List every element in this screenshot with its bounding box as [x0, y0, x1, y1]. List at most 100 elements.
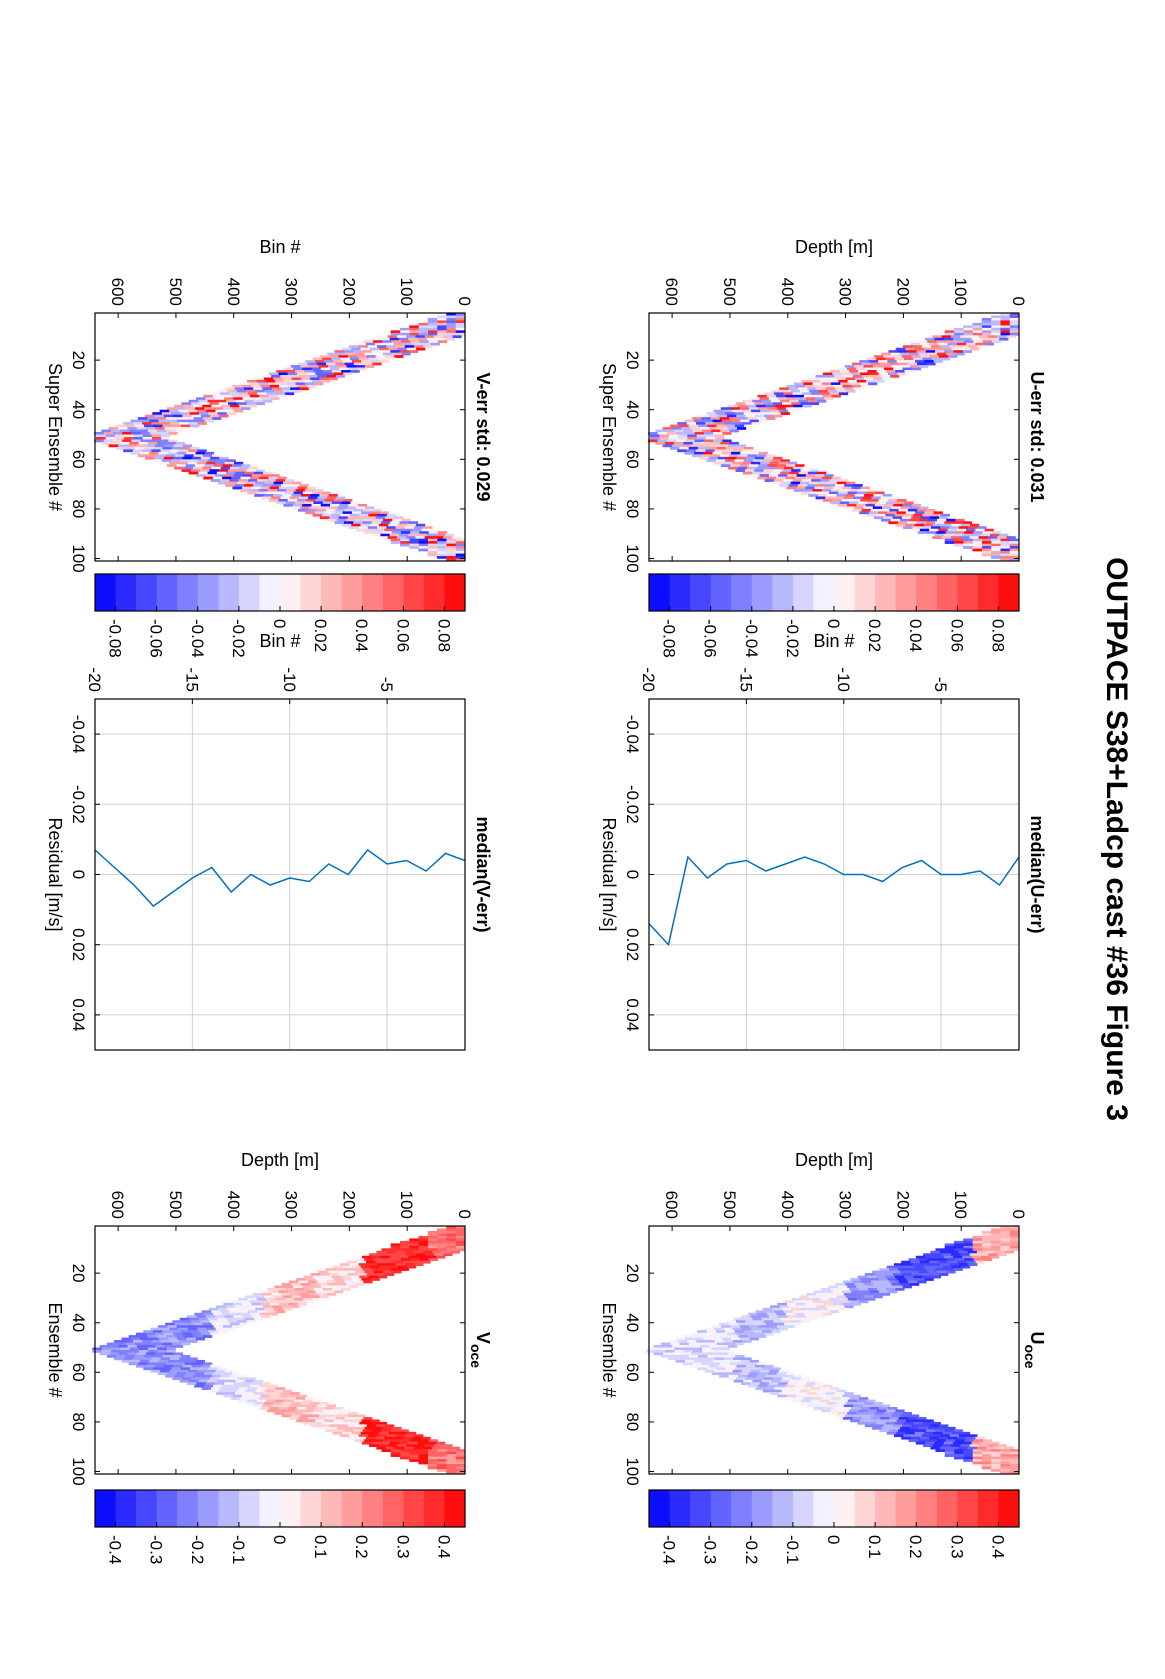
heatmap-cell: [436, 1469, 447, 1472]
heatmap-cell: [894, 1275, 905, 1279]
heatmap-cell: [695, 422, 706, 425]
heatmap-cell: [660, 1342, 671, 1346]
heatmap-cell: [225, 484, 235, 487]
heatmap-cell: [926, 362, 936, 366]
heatmap-cell: [319, 355, 330, 358]
heatmap-cell: [858, 489, 869, 492]
heatmap-cell: [159, 1327, 170, 1331]
heatmap-cell: [287, 384, 298, 388]
heatmap-cell: [170, 412, 181, 415]
heatmap-cell: [384, 1436, 394, 1440]
heatmap-cell: [346, 365, 356, 368]
heatmap-cell: [409, 1243, 419, 1247]
heatmap-cell: [285, 1409, 296, 1413]
heatmap-cell: [728, 417, 739, 420]
y-tick-label: 600: [662, 278, 681, 306]
heatmap-cell: [348, 1285, 358, 1289]
heatmap-cell: [313, 501, 323, 505]
heatmap-cell: [151, 1340, 161, 1343]
heatmap-cell: [754, 1332, 765, 1336]
heatmap-cell: [311, 1297, 322, 1301]
heatmap-cell: [329, 367, 340, 371]
heatmap-cell: [734, 1330, 744, 1333]
heatmap-cell: [218, 1320, 229, 1324]
heatmap-cell: [809, 1389, 819, 1393]
heatmap-cell: [218, 469, 229, 473]
heatmap-cell: [437, 340, 448, 344]
heatmap-cell: [370, 337, 381, 341]
heatmap-cell: [317, 1292, 327, 1296]
heatmap-cell: [312, 1275, 323, 1279]
heatmap-cell: [427, 543, 438, 547]
heatmap-cell: [282, 1389, 293, 1393]
heatmap-cell: [364, 352, 374, 356]
heatmap-cell: [336, 506, 347, 510]
heatmap-cell: [192, 404, 203, 408]
heatmap-cell: [863, 1402, 874, 1405]
heatmap-cell: [785, 1384, 795, 1388]
heatmap-cell: [883, 1412, 894, 1415]
heatmap-cell: [363, 531, 374, 535]
heatmap-cell: [232, 486, 243, 490]
heatmap-cell: [254, 377, 264, 381]
heatmap-cell: [271, 1404, 281, 1408]
heatmap-cell: [221, 394, 232, 398]
heatmap-cell: [962, 1441, 972, 1445]
heatmap-cell: [912, 357, 923, 361]
heatmap-cell: [200, 1332, 211, 1336]
heatmap-cell: [369, 347, 380, 351]
y-tick-label: 0: [1009, 297, 1028, 306]
heatmap-cell: [936, 1258, 946, 1262]
heatmap-cell: [837, 1412, 848, 1415]
heatmap-cell: [706, 1367, 717, 1371]
heatmap-cell: [848, 501, 859, 505]
heatmap-cell: [335, 1416, 345, 1420]
heatmap-cell: [249, 1384, 260, 1388]
heatmap-cell: [818, 1307, 828, 1311]
heatmap-cell: [916, 350, 926, 353]
heatmap-cell: [790, 1307, 801, 1311]
heatmap-cell: [764, 392, 775, 396]
heatmap-cell: [835, 1283, 846, 1286]
heatmap-cell: [369, 1265, 380, 1269]
heatmap-cell: [938, 355, 949, 358]
heatmap-cell: [260, 1315, 271, 1319]
heatmap-cell: [333, 372, 344, 376]
heatmap-cell: [145, 427, 156, 430]
heatmap-cell: [300, 494, 311, 497]
heatmap-cell: [865, 503, 875, 507]
heatmap-cell: [784, 1300, 795, 1304]
heatmap-cell: [170, 459, 181, 463]
heatmap-cell: [357, 503, 368, 507]
heatmap-cell: [767, 464, 777, 468]
heatmap-cell: [925, 1255, 935, 1259]
heatmap-cell: [150, 422, 161, 425]
heatmap-cell: [229, 466, 240, 470]
heatmap-cell: [390, 1268, 400, 1271]
heatmap-cell: [792, 1387, 803, 1390]
heatmap-cell: [881, 1414, 892, 1418]
colorbar-segment: [361, 574, 383, 611]
heatmap-cell: [1000, 541, 1010, 544]
heatmap-cell: [795, 1394, 806, 1398]
heatmap-cell: [685, 432, 695, 435]
heatmap-cell: [340, 501, 351, 505]
heatmap-cell: [781, 469, 792, 473]
heatmap-cell: [823, 1394, 834, 1398]
heatmap-cell: [943, 533, 953, 537]
heatmap-cell: [741, 449, 752, 453]
heatmap-cell: [963, 1243, 973, 1247]
heatmap-cell: [989, 1441, 1000, 1445]
heatmap-cell: [918, 518, 928, 522]
heatmap-cell: [942, 1265, 952, 1269]
heatmap-cell: [201, 1387, 212, 1390]
heatmap-cell: [852, 375, 863, 378]
heatmap-cell: [240, 394, 250, 398]
heatmap-cell: [936, 1270, 947, 1274]
heatmap-cell: [801, 479, 812, 482]
heatmap-cell: [149, 1337, 159, 1341]
heatmap-cell: [861, 375, 872, 378]
heatmap-cell: [394, 1250, 405, 1254]
heatmap-cell: [444, 533, 455, 537]
heatmap-cell: [865, 367, 875, 371]
